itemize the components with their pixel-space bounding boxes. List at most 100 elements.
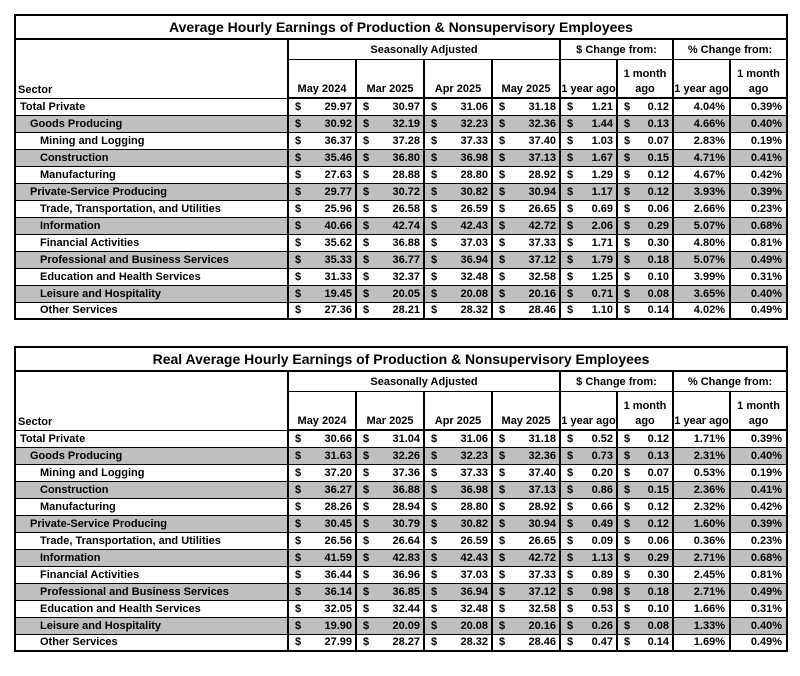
sector-column-header: Sector [14,38,289,99]
currency-symbol: $ [295,517,302,530]
currency-symbol: $ [624,500,631,513]
dollar-change-cell: $0.06 [616,199,674,218]
currency-symbol: $ [567,602,574,615]
table-row: Manufacturing $28.26 $28.94 $28.80 $28.92 $0.… [14,497,789,516]
dollar-change-cell: $0.07 [616,463,674,482]
earnings-value-cell: $37.33 [423,463,493,482]
cell-value: 36.27 [324,483,352,496]
cell-value: 0.07 [647,466,669,479]
sector-cell: Trade, Transportation, and Utilities [14,531,289,550]
currency-symbol: $ [363,185,370,198]
cell-value: 42.43 [460,219,488,232]
cell-value: 26.65 [528,534,556,547]
cell-value: 28.80 [460,168,488,181]
currency-symbol: $ [567,100,574,113]
currency-symbol: $ [363,287,370,300]
cell-value: 0.18 [647,585,669,598]
cell-value: 0.71 [591,287,613,300]
currency-symbol: $ [624,270,631,283]
currency-symbol: $ [363,483,370,496]
cell-value: 37.40 [528,466,556,479]
cell-value: 1.71 [591,236,613,249]
sector-cell: Mining and Logging [14,463,289,482]
table-row: Other Services $27.36 $28.21 $28.32 $28.46 $1… [14,301,789,320]
cell-value: 37.03 [460,236,488,249]
earnings-value-cell: $32.48 [423,599,493,618]
cell-value: 0.14 [647,636,669,649]
percent-change-cell: 4.66% [672,114,731,133]
cell-value: 37.12 [528,585,556,598]
percent-change-cell: 3.93% [672,182,731,201]
cell-value: 0.10 [647,602,669,615]
percent-change-cell: 0.40% [728,616,789,635]
earnings-value-cell: $26.65 [491,531,561,550]
earnings-value-cell: $19.45 [287,284,357,303]
percent-change-cell: 2.71% [672,548,731,567]
cell-value: 20.16 [528,287,556,300]
dollar-change-cell: $0.15 [616,148,674,167]
cell-value: 0.26 [591,619,613,632]
sector-cell: Goods Producing [14,446,289,465]
cell-value: 1.13 [591,551,613,564]
currency-symbol: $ [363,253,370,266]
cell-value: 0.07 [647,134,669,147]
percent-change-cell: 0.49% [728,633,789,652]
table-row: Mining and Logging $36.37 $37.28 $37.33 $37.… [14,131,789,150]
cell-value: 0.52 [591,432,613,445]
currency-symbol: $ [624,449,631,462]
currency-symbol: $ [295,551,302,564]
cell-value: 27.36 [324,304,352,317]
table-row: Leisure and Hospitality $19.90 $20.09 $20.0… [14,616,789,635]
table-row: Goods Producing $31.63 $32.26 $32.23 $32.36 $… [14,446,789,465]
currency-symbol: $ [499,219,506,232]
earnings-value-cell: $26.59 [423,531,493,550]
earnings-value-cell: $37.03 [423,233,493,252]
cell-value: 0.13 [647,117,669,130]
earnings-value-cell: $20.05 [355,284,425,303]
cell-value: 1.17 [591,185,613,198]
currency-symbol: $ [363,466,370,479]
currency-symbol: $ [363,219,370,232]
cell-value: 32.36 [528,117,556,130]
table-row: Information $41.59 $42.83 $42.43 $42.72 $1.13… [14,548,789,567]
earnings-value-cell: $31.04 [355,429,425,448]
percent-change-cell: 0.39% [728,97,789,116]
cell-value: 37.40 [528,134,556,147]
currency-symbol: $ [499,534,506,547]
currency-symbol: $ [624,517,631,530]
percent-change-cell: 2.31% [672,446,731,465]
earnings-value-cell: $40.66 [287,216,357,235]
table-row: Private-Service Producing $29.77 $30.72 $30… [14,182,789,201]
earnings-value-cell: $28.21 [355,301,425,320]
cell-value: 31.63 [324,449,352,462]
cell-value: 1.79 [591,253,613,266]
seasonally-adjusted-group-header: Seasonally Adjusted [287,370,561,392]
earnings-value-cell: $36.94 [423,582,493,601]
cell-value: 26.59 [460,534,488,547]
earnings-value-cell: $32.23 [423,446,493,465]
currency-symbol: $ [431,619,438,632]
cell-value: 20.08 [460,619,488,632]
month-column-header: Mar 2025 [355,391,425,431]
cell-value: 0.29 [647,551,669,564]
earnings-value-cell: $37.13 [491,148,561,167]
earnings-value-cell: $42.72 [491,548,561,567]
earnings-value-cell: $26.59 [423,199,493,218]
cell-value: 42.72 [528,219,556,232]
currency-symbol: $ [624,100,631,113]
cell-value: 42.83 [392,551,420,564]
currency-symbol: $ [363,432,370,445]
earnings-value-cell: $31.06 [423,429,493,448]
earnings-value-cell: $36.14 [287,582,357,601]
seasonally-adjusted-group-header: Seasonally Adjusted [287,38,561,60]
currency-symbol: $ [499,202,506,215]
currency-symbol: $ [499,585,506,598]
earnings-value-cell: $42.72 [491,216,561,235]
earnings-value-cell: $42.43 [423,548,493,567]
cell-value: 0.06 [647,202,669,215]
table-row: Manufacturing $27.63 $28.88 $28.80 $28.92 $1.… [14,165,789,184]
percent-change-cell: 1.66% [672,599,731,618]
cell-value: 36.14 [324,585,352,598]
currency-symbol: $ [431,551,438,564]
currency-symbol: $ [499,568,506,581]
